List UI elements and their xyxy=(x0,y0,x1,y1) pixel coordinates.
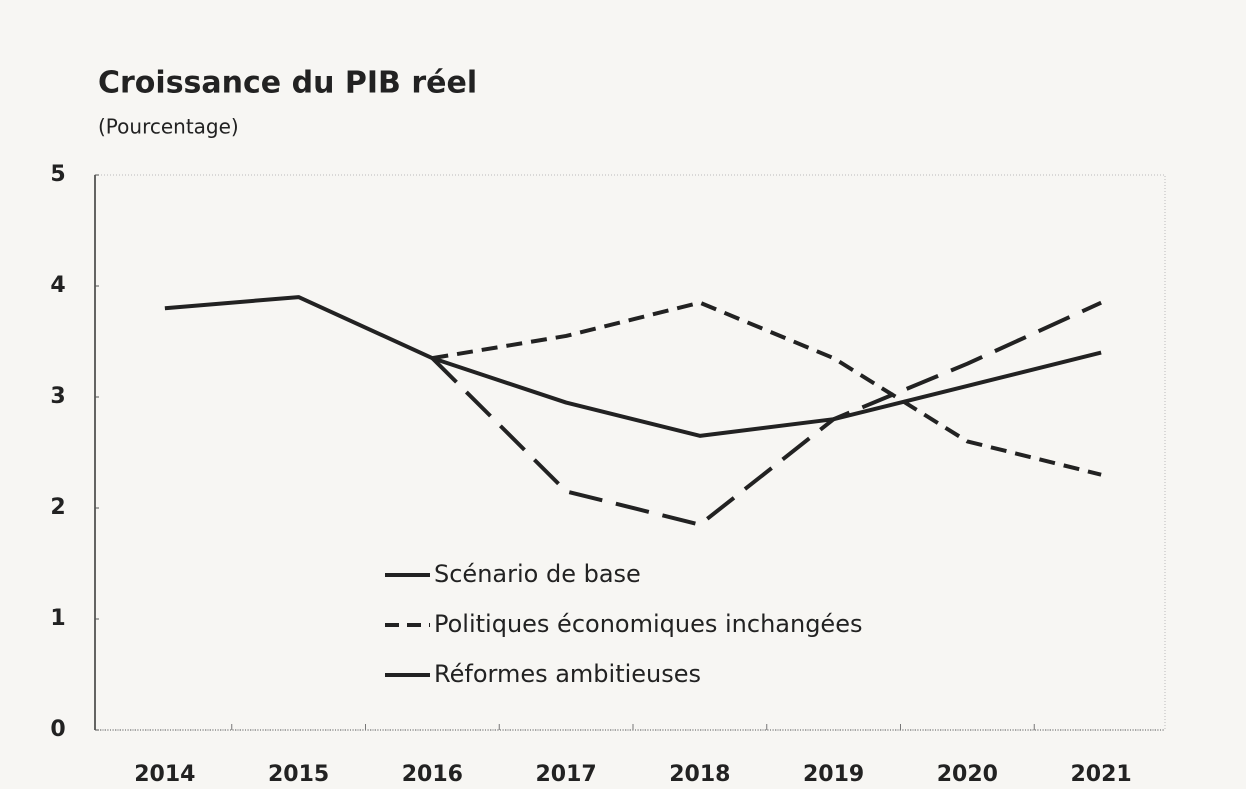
chart-title: Croissance du PIB réel xyxy=(98,66,477,101)
series-line xyxy=(432,300,1102,477)
series-line xyxy=(164,295,1102,438)
series-line xyxy=(430,300,1102,527)
x-tick-label: 2019 xyxy=(803,762,864,787)
y-tick-label: 2 xyxy=(50,495,65,520)
x-tick-label: 2016 xyxy=(402,762,463,787)
x-tick-label: 2021 xyxy=(1071,762,1132,787)
x-tick-label: 2015 xyxy=(268,762,329,787)
y-tick-label: 0 xyxy=(50,717,65,742)
legend-label: Politiques économiques inchangées xyxy=(434,610,862,638)
x-tick-label: 2018 xyxy=(669,762,730,787)
y-tick-label: 4 xyxy=(50,273,65,298)
y-tick-label: 1 xyxy=(50,606,65,631)
x-tick-label: 2017 xyxy=(536,762,597,787)
chart-subtitle: (Pourcentage) xyxy=(98,115,239,139)
legend-label: Scénario de base xyxy=(434,560,641,588)
y-tick-label: 5 xyxy=(50,162,65,187)
legend-label: Réformes ambitieuses xyxy=(434,660,701,688)
x-tick-label: 2020 xyxy=(937,762,998,787)
y-tick-label: 3 xyxy=(50,384,65,409)
x-tick-label: 2014 xyxy=(134,762,195,787)
